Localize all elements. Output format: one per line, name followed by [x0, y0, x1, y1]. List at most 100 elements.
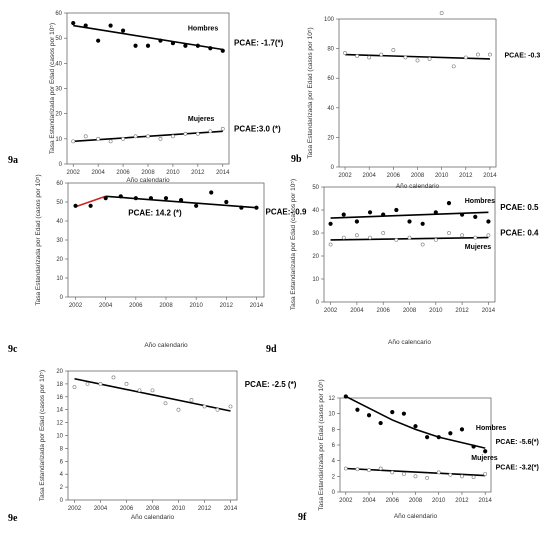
data-point-mujeres: [413, 474, 418, 479]
y-tick-label: 50: [312, 185, 319, 191]
data-point-hombres: [208, 46, 213, 51]
data-point-hombres: [354, 219, 359, 224]
chart-panel-9a: 2002 2004 2006 2008 2010 2012 2014 0 10 20 30 40 50 6…: [8, 11, 284, 184]
data-point: [254, 205, 259, 210]
trend-line-hombres: [330, 211, 489, 219]
x-tick-label: 2006: [387, 173, 401, 179]
x-axis-label: Año calendario: [144, 342, 188, 349]
data-point: [137, 388, 142, 393]
x-tick-label: 2004: [362, 498, 376, 504]
annotation-label: PCAE: -0.3: [504, 52, 540, 59]
x-tick-label: 2014: [483, 173, 497, 179]
data-point-hombres: [120, 28, 126, 33]
x-axis-label: Año calendario: [394, 513, 438, 520]
x-axis-label: Año calendario: [131, 514, 175, 521]
data-point: [150, 388, 155, 393]
data-point-hombres: [108, 23, 113, 28]
x-axis-label: Año calencario: [388, 339, 431, 346]
data-point-mujeres: [433, 237, 438, 242]
chart-panel-9d: 2002 2004 2006 2008 2010 2012 2014 0 10 20 30 40 50 A…: [266, 179, 539, 355]
x-tick-label: 2012: [455, 498, 469, 504]
data-point-mujeres: [328, 242, 333, 247]
data-point-hombres: [446, 201, 452, 206]
x-tick-label: 2004: [363, 173, 377, 179]
data-point-hombres: [133, 43, 138, 48]
y-tick-label: 10: [56, 434, 63, 440]
data-point-mujeres: [486, 233, 491, 238]
y-tick-label: 50: [55, 36, 62, 42]
y-axis-label: Tasa Estandarizada por Edad (casos por 1…: [49, 23, 56, 154]
x-tick-label: 2002: [324, 308, 338, 314]
x-tick-label: 2004: [91, 170, 105, 176]
data-point-mujeres: [460, 474, 464, 479]
data-point: [103, 196, 108, 201]
y-tick-label: 40: [55, 61, 62, 67]
data-point-hombres: [96, 38, 101, 43]
y-axis-label: Tasa Estandarizada por Edad (casos por 1…: [35, 174, 42, 305]
y-tick-label: 10: [328, 412, 335, 418]
x-tick-label: 2010: [435, 173, 449, 179]
data-point-hombres: [71, 20, 76, 26]
y-tick-label: 4: [60, 472, 64, 478]
chart-panel-9b: 2002 2004 2006 2008 2010 2012 2014 0 20 40 60 80 100…: [291, 11, 540, 190]
y-axis-label: Tasa Estandarizada por Edad (casos por 1…: [39, 370, 46, 501]
annotation-label: PCAE:- 0.9: [266, 207, 307, 216]
data-point: [439, 11, 444, 15]
annotation-label: PCAE: -3.2(*): [496, 464, 539, 471]
y-tick-label: 10: [55, 137, 62, 143]
annotation-label: Mujeres: [471, 455, 498, 462]
data-point-mujeres: [381, 231, 386, 235]
x-tick-label: 2014: [479, 498, 493, 504]
data-point-hombres: [473, 214, 478, 219]
y-tick-label: 100: [324, 17, 335, 23]
data-point-mujeres: [108, 139, 113, 144]
data-point-hombres: [390, 410, 395, 415]
data-point-hombres: [83, 23, 88, 28]
data-point-hombres: [381, 212, 386, 217]
data-point-hombres: [407, 219, 412, 224]
data-point-hombres: [343, 394, 348, 399]
y-tick-label: 60: [56, 181, 63, 187]
data-point-mujeres: [401, 472, 406, 476]
y-tick-label: 4: [332, 459, 336, 465]
y-tick-label: 80: [327, 47, 334, 53]
x-tick-label: 2012: [455, 308, 469, 314]
data-point: [343, 51, 347, 55]
data-point-hombres: [367, 210, 373, 215]
x-tick-label: 2008: [411, 173, 425, 179]
data-point: [189, 398, 194, 402]
y-tick-label: 40: [312, 208, 319, 214]
data-point: [72, 385, 77, 390]
annotation-label: PCAE: 14.2 (*): [128, 208, 182, 217]
y-tick-label: 30: [56, 238, 63, 244]
y-tick-label: 12: [56, 421, 63, 427]
chart-panel-9c: 2002 2004 2006 2008 2010 2012 2014 0 10 20 30 40 50 6…: [8, 174, 307, 355]
y-tick-label: 0: [331, 165, 335, 171]
data-point-mujeres: [195, 131, 200, 136]
chart-panel-9f: 2002 2004 2006 2008 2010 2012 2014 0 2 4 6 8 10 12 Año…: [298, 379, 539, 523]
data-point-mujeres: [448, 472, 453, 477]
data-point: [379, 52, 384, 57]
y-tick-label: 10: [312, 277, 319, 283]
y-tick-label: 0: [316, 300, 320, 306]
data-point: [124, 381, 129, 386]
y-tick-label: 0: [60, 295, 64, 301]
data-point: [98, 381, 103, 386]
y-tick-label: 20: [55, 112, 62, 118]
y-tick-label: 20: [56, 369, 63, 375]
data-point-hombres: [459, 427, 465, 432]
data-point: [415, 58, 420, 63]
data-point-hombres: [355, 407, 360, 412]
data-point-mujeres: [407, 235, 412, 240]
y-tick-label: 0: [60, 498, 64, 504]
data-point-hombres: [436, 435, 441, 440]
annotation-label: PCAE: -5.6(*): [496, 439, 539, 446]
data-point-mujeres: [146, 134, 150, 139]
data-point: [239, 205, 244, 210]
y-tick-label: 20: [327, 135, 334, 141]
x-tick-label: 2006: [377, 308, 391, 314]
data-point: [88, 203, 93, 208]
y-tick-label: 60: [327, 76, 334, 82]
y-tick-label: 40: [327, 106, 334, 112]
